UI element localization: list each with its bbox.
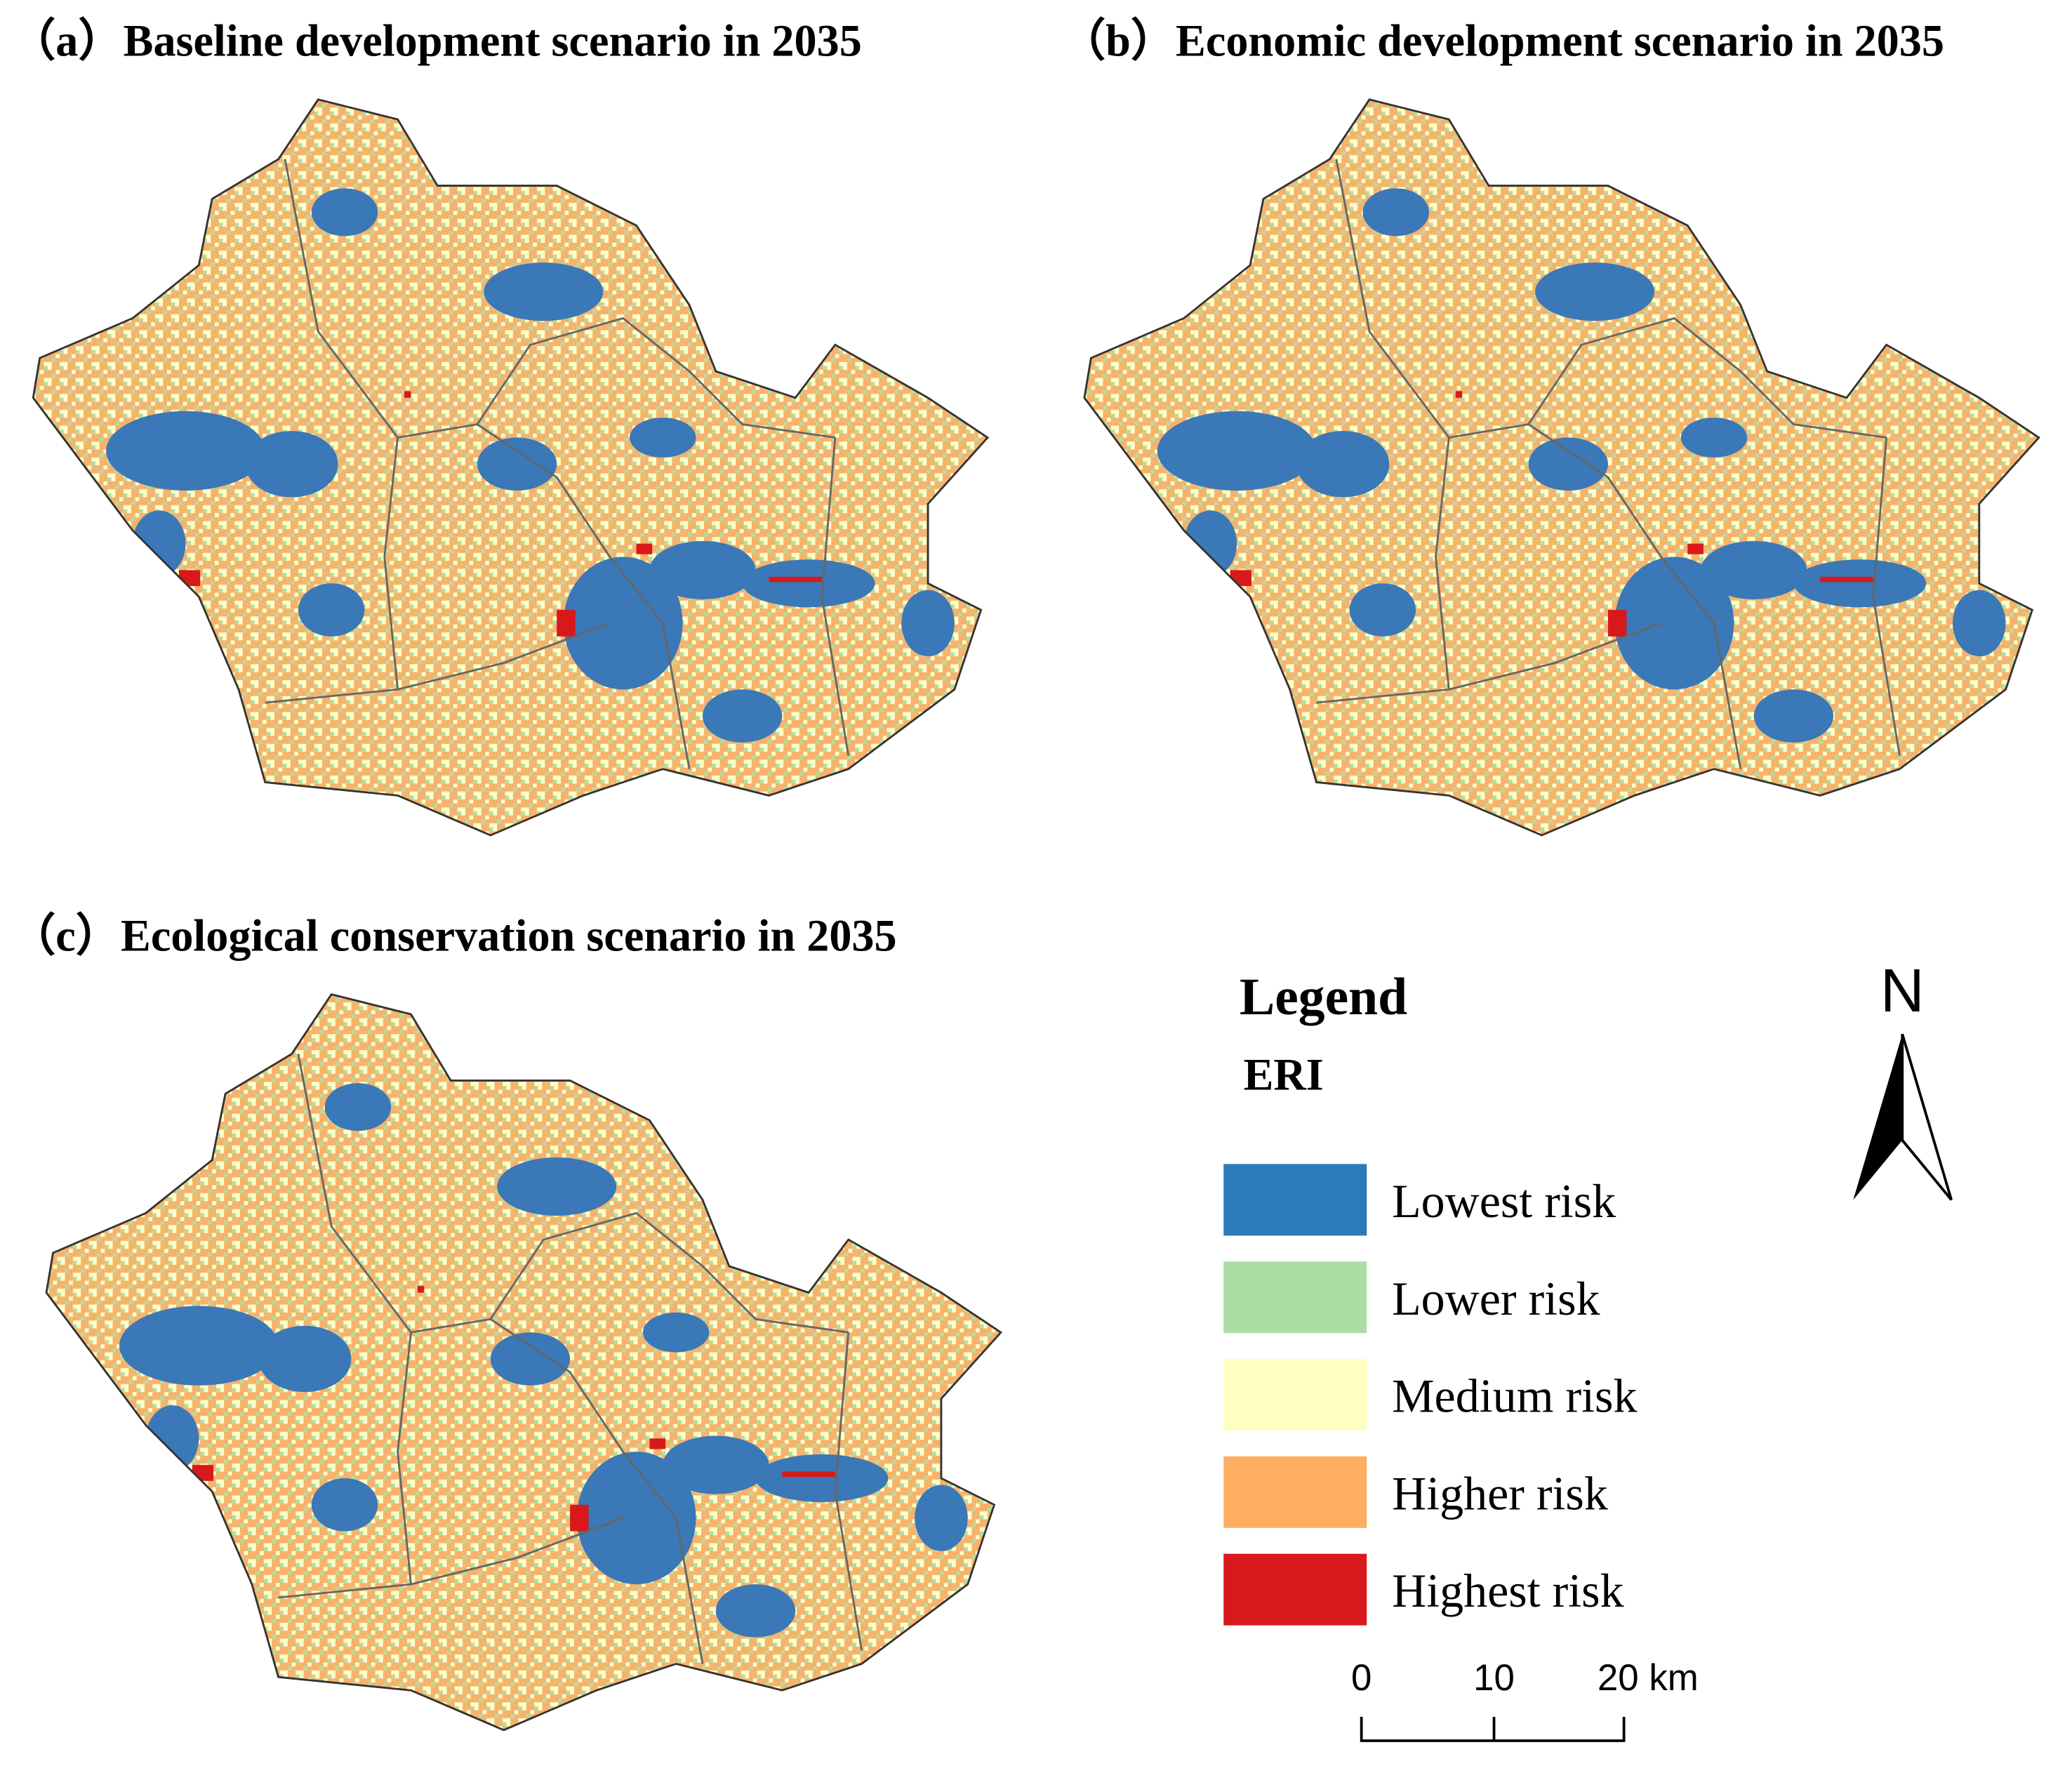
map-c: [13, 974, 1021, 1756]
legend-label: Higher risk: [1392, 1466, 1608, 1520]
north-label: N: [1880, 957, 1925, 1025]
scale-label: 0: [1351, 1657, 1372, 1699]
legend-label: Medium risk: [1392, 1369, 1637, 1423]
legend-label: Lower risk: [1392, 1272, 1600, 1325]
legend-label: Lowest risk: [1392, 1174, 1616, 1228]
scale-label: 10: [1473, 1657, 1515, 1699]
map-a: [0, 79, 1007, 861]
legend-label: Highest risk: [1392, 1564, 1623, 1617]
map-b: [1051, 79, 2059, 861]
legend-title: Legend: [1240, 968, 1407, 1026]
panel-title: （b）Economic development scenario in 2035: [1061, 15, 1944, 65]
scale-label: 20 km: [1598, 1657, 1699, 1699]
legend-subtitle: ERI: [1244, 1050, 1324, 1100]
panel-title: （c）Ecological conservation scenario in 2…: [11, 910, 897, 960]
north-arrow: [1853, 1033, 1953, 1201]
legend-swatch: [1223, 1261, 1367, 1334]
legend-swatch: [1223, 1359, 1367, 1431]
legend-swatch: [1223, 1553, 1367, 1626]
panel-title: （a）Baseline development scenario in 2035: [11, 15, 862, 65]
legend-swatch: [1223, 1164, 1367, 1236]
legend-swatch: [1223, 1456, 1367, 1528]
legend: Lowest risk Lower risk Medium risk Higher r…: [1223, 1164, 1637, 1626]
